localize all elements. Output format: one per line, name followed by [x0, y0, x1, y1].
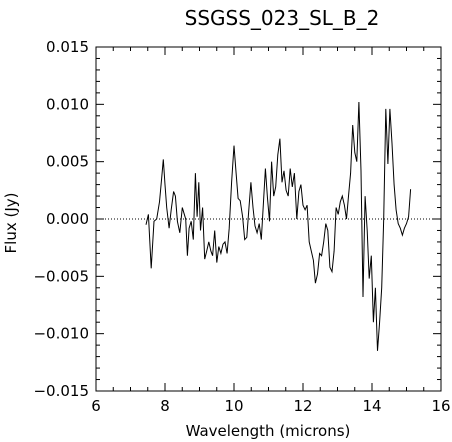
y-tick-label: 0.015	[46, 38, 89, 56]
chart-title: SSGSS_023_SL_B_2	[185, 6, 380, 30]
x-tick-label: 16	[431, 397, 450, 415]
y-axis-label: Flux (Jy)	[2, 193, 20, 254]
x-axis-label: Wavelength (microns)	[186, 422, 351, 440]
x-tick-label: 14	[362, 397, 381, 415]
x-tick-label: 6	[91, 397, 101, 415]
y-tick-label: 0.000	[46, 210, 89, 228]
x-tick-label: 12	[293, 397, 312, 415]
y-tick-label: −0.005	[33, 267, 89, 285]
y-tick-label: 0.005	[46, 153, 89, 171]
x-tick-label: 8	[160, 397, 170, 415]
y-tick-label: −0.010	[33, 325, 89, 343]
y-tick-label: −0.015	[33, 382, 89, 400]
y-tick-label: 0.010	[46, 95, 89, 113]
flux-series-line	[145, 101, 412, 351]
x-tick-label: 10	[224, 397, 243, 415]
